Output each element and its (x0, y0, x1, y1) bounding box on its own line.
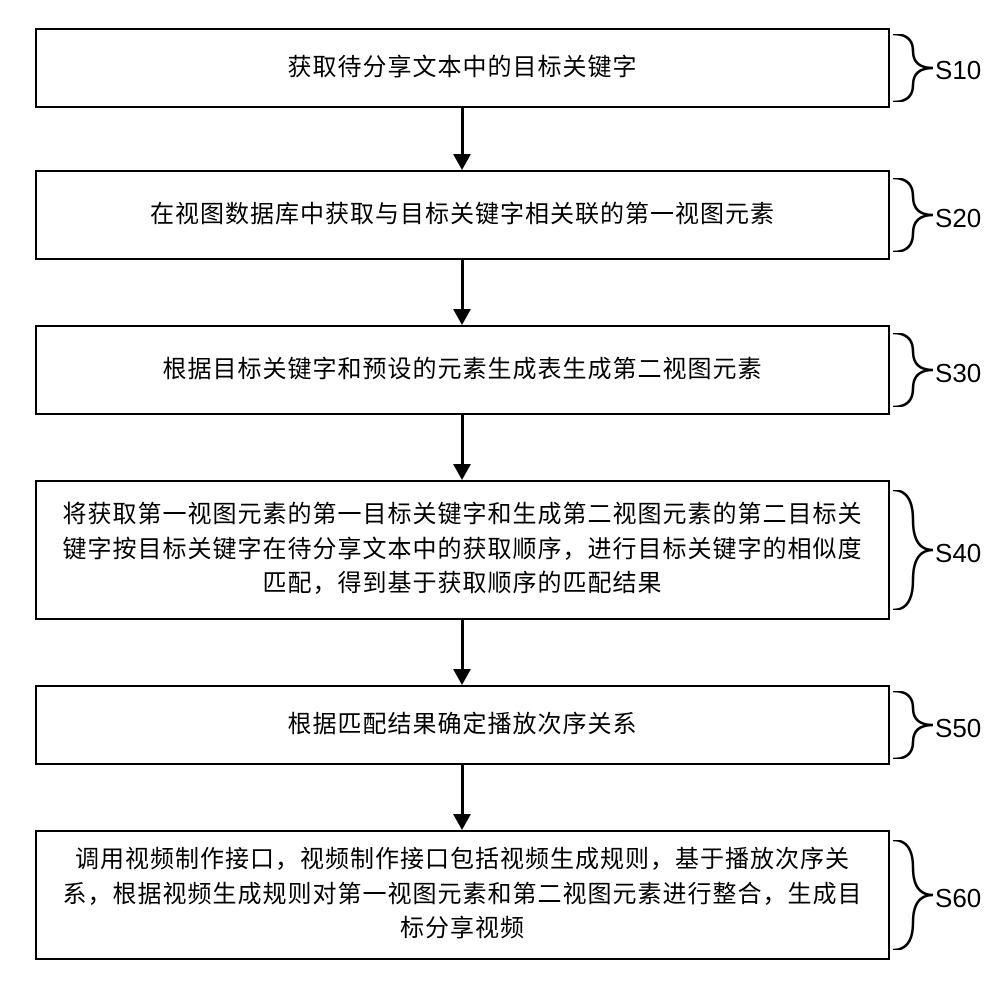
arrow-head-icon (453, 814, 471, 830)
arrow-head-icon (453, 464, 471, 480)
brace-icon (893, 178, 933, 252)
arrow-head-icon (453, 669, 471, 685)
flowchart-canvas: 获取待分享文本中的目标关键字 在视图数据库中获取与目标关键字相关联的第一视图元素… (0, 0, 1000, 985)
flow-arrow (461, 765, 464, 815)
step-label-s60: S60 (935, 883, 981, 914)
brace-icon (893, 840, 933, 950)
step-label-s40: S40 (935, 538, 981, 569)
flow-node-s30: 根据目标关键字和预设的元素生成表生成第二视图元素 (35, 325, 890, 415)
brace-icon (893, 490, 933, 610)
brace-icon (893, 333, 933, 407)
flow-node-s60: 调用视频制作接口，视频制作接口包括视频生成规则，基于播放次序关系，根据视频生成规… (35, 830, 890, 960)
step-label-s20: S20 (935, 203, 981, 234)
brace-icon (893, 34, 933, 102)
flow-node-text: 在视图数据库中获取与目标关键字相关联的第一视图元素 (150, 198, 775, 233)
step-label-s30: S30 (935, 358, 981, 389)
flow-node-text: 根据匹配结果确定播放次序关系 (288, 708, 638, 743)
arrow-head-icon (453, 154, 471, 170)
flow-node-s10: 获取待分享文本中的目标关键字 (35, 28, 890, 108)
flow-arrow (461, 260, 464, 310)
step-label-s10: S10 (935, 55, 981, 86)
flow-node-text: 调用视频制作接口，视频制作接口包括视频生成规则，基于播放次序关系，根据视频生成规… (57, 843, 868, 947)
flow-node-text: 根据目标关键字和预设的元素生成表生成第二视图元素 (163, 353, 763, 388)
flow-node-text: 将获取第一视图元素的第一目标关键字和生成第二视图元素的第二目标关键字按目标关键字… (57, 498, 868, 602)
flow-arrow (461, 415, 464, 465)
flow-node-s50: 根据匹配结果确定播放次序关系 (35, 685, 890, 765)
flow-node-text: 获取待分享文本中的目标关键字 (288, 51, 638, 86)
flow-arrow (461, 108, 464, 155)
arrow-head-icon (453, 309, 471, 325)
step-label-s50: S50 (935, 713, 981, 744)
flow-node-s40: 将获取第一视图元素的第一目标关键字和生成第二视图元素的第二目标关键字按目标关键字… (35, 480, 890, 620)
flow-node-s20: 在视图数据库中获取与目标关键字相关联的第一视图元素 (35, 170, 890, 260)
brace-icon (893, 691, 933, 759)
flow-arrow (461, 620, 464, 670)
